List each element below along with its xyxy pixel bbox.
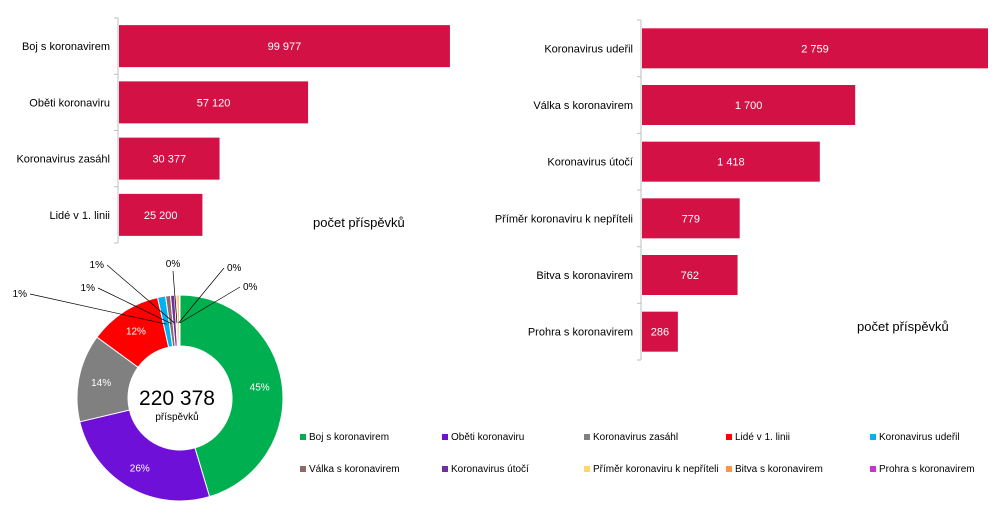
legend-swatch: [300, 466, 306, 472]
percent-label: 0%: [166, 259, 181, 270]
donut-slice: [178, 294, 181, 347]
legend-item: Koronavirus udeřil: [879, 432, 960, 443]
donut-center-value: 220 378: [139, 387, 215, 410]
bar: [642, 85, 856, 125]
unit-label: počet příspěvků: [857, 319, 949, 334]
category-label: Prohra s koronavirem: [528, 327, 633, 339]
category-label: Válka s koronavirem: [533, 100, 633, 112]
category-label: Oběti koronaviru: [29, 97, 110, 109]
bar: [119, 25, 450, 68]
legend-swatch: [300, 434, 306, 440]
value-label: 1 418: [717, 157, 745, 169]
legend-swatch: [584, 434, 590, 440]
percent-label: 0%: [227, 263, 242, 274]
bar: [642, 255, 738, 295]
percent-label: 12%: [126, 327, 146, 338]
leader-line: [179, 286, 241, 324]
legend-item: Boj s koronavirem: [309, 432, 389, 443]
legend-swatch: [442, 466, 448, 472]
percent-label: 14%: [91, 378, 111, 389]
percent-label: 0%: [243, 282, 258, 293]
value-label: 99 977: [268, 41, 302, 53]
category-label: Lidé v 1. linii: [49, 210, 110, 222]
value-label: 25 200: [144, 210, 178, 222]
legend-item: Koronavirus zasáhl: [593, 432, 678, 443]
donut-slice: [79, 409, 211, 502]
donut-center-label: příspěvků: [155, 411, 198, 423]
bar: [642, 28, 988, 69]
legend-swatch: [726, 434, 732, 440]
value-label: 57 120: [197, 97, 231, 109]
legend-item: Prohra s koronavirem: [879, 464, 975, 475]
leader-line: [178, 267, 225, 324]
category-label: Koronavirus útočí: [547, 157, 633, 169]
leader-line: [97, 287, 172, 324]
legend-item: Lidé v 1. linii: [735, 432, 790, 443]
legend-swatch: [442, 434, 448, 440]
percent-label: 1%: [13, 289, 28, 300]
legend-item: Oběti koronaviru: [451, 432, 524, 443]
legend-item: Koronavirus útočí: [451, 464, 529, 475]
legend-swatch: [870, 434, 876, 440]
percent-label: 1%: [90, 260, 105, 271]
bar: [642, 198, 740, 239]
bar: [119, 193, 203, 236]
legend-swatch: [726, 466, 732, 472]
category-label: Bitva s koronavirem: [536, 270, 633, 282]
donut-slice: [179, 294, 284, 498]
leader-line: [172, 270, 178, 324]
category-label: Boj s koronavirem: [22, 41, 110, 53]
percent-label: 45%: [250, 382, 270, 393]
legend-item: Válka s koronavirem: [309, 464, 400, 475]
value-label: 1 700: [735, 100, 763, 112]
value-label: 2 759: [801, 43, 829, 55]
percent-label: 1%: [81, 283, 96, 294]
category-label: Koronavirus udeřil: [544, 43, 633, 55]
legend-swatch: [584, 466, 590, 472]
value-label: 30 377: [152, 154, 186, 166]
value-label: 762: [681, 270, 699, 282]
bar: [119, 137, 220, 180]
value-label: 779: [682, 213, 700, 225]
bar: [642, 311, 678, 352]
category-label: Příměr koronaviru k nepříteli: [495, 213, 633, 225]
bar: [119, 81, 309, 124]
unit-label: počet příspěvků: [313, 215, 405, 230]
legend-swatch: [870, 466, 876, 472]
value-label: 286: [651, 327, 669, 339]
percent-label: 26%: [130, 464, 150, 475]
legend-item: Bitva s koronavirem: [735, 464, 823, 475]
leader-line: [29, 293, 167, 325]
legend-item: Příměr koronaviru k nepříteli: [593, 464, 719, 475]
bar: [642, 141, 820, 182]
category-label: Koronavirus zasáhl: [16, 154, 110, 166]
leader-line: [106, 264, 175, 324]
